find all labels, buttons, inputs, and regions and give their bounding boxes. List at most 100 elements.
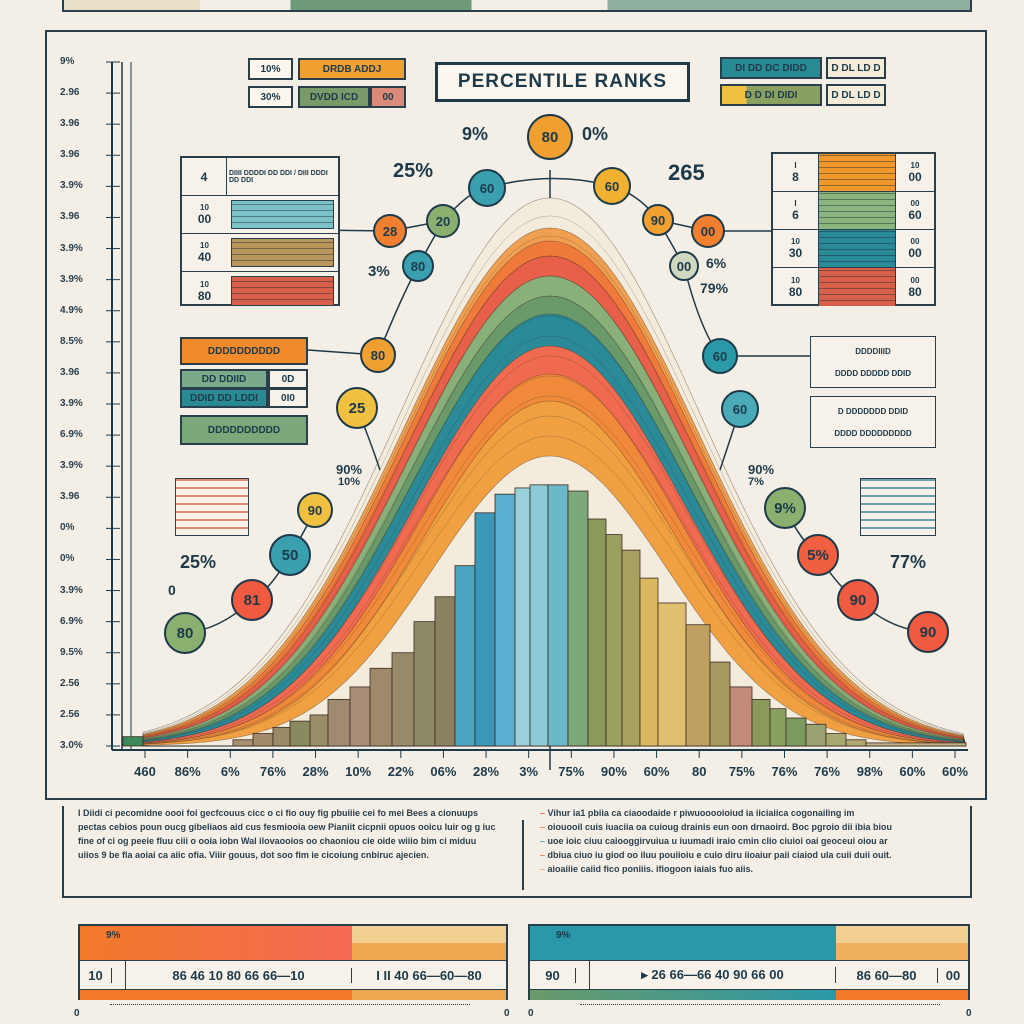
scale-end-label: 0 [504, 1008, 510, 1019]
legend-key: 10% [248, 58, 293, 80]
chart-frame [45, 30, 987, 800]
histogram-bar [529, 484, 549, 747]
legend-label: DVDD ICD [298, 86, 370, 108]
percentage-annotation: 9% [462, 124, 489, 144]
y-tick-label: 3.96 [60, 366, 80, 378]
x-tick-label: 86% [174, 764, 201, 779]
percentage-annotation: 3% [368, 263, 390, 280]
percentile-circle: 9% [764, 487, 806, 529]
x-tick-label: 80 [691, 764, 707, 779]
y-tick-label: 3.9% [60, 273, 83, 285]
percentage-annotation: 77% [890, 552, 927, 572]
table-row: I 8 10 00 [773, 154, 934, 192]
bullet-icon: – [540, 864, 548, 874]
circle-label: 90 [651, 213, 665, 228]
histogram-bar [369, 667, 393, 747]
histogram-bar [547, 484, 569, 747]
list-item: – uoe ioic ciuu caiooggirvuiua u iuumadi… [540, 836, 888, 846]
legend-value: D DL LD D [826, 84, 886, 106]
percentile-circle: 28 [373, 214, 407, 248]
bullet-icon: – [540, 808, 548, 818]
divider [522, 820, 524, 890]
circle-label: 20 [436, 214, 450, 229]
bullet-icon: – [540, 822, 548, 832]
y-tick-label: 3.96 [60, 211, 80, 223]
y-tick-label: 3.9% [60, 584, 83, 596]
table-bar [231, 276, 334, 306]
scale-end-label: 0 [74, 1008, 80, 1019]
x-tick-label: 90% [600, 764, 627, 779]
circle-label: 50 [282, 547, 299, 564]
circle-label: 60 [733, 402, 747, 417]
histogram-bar [751, 698, 771, 747]
percentage-annotation: 90% [336, 462, 363, 477]
histogram-bar [657, 602, 687, 747]
right-data-table: I 8 10 00 I 6 00 60 10 30 00 00 10 80 00 80 [771, 152, 936, 306]
circle-label: 90 [308, 503, 322, 518]
percentage-annotation: 7% [748, 476, 764, 488]
x-tick-label: 460 [134, 764, 156, 779]
percentile-circle: 50 [269, 534, 311, 576]
mini-chart-thumbnail [175, 478, 249, 536]
y-tick-label: 3.0% [60, 740, 83, 751]
table-row: 10 40 [182, 234, 338, 272]
y-tick-label: 2.56 [60, 677, 80, 689]
circle-label: 60 [713, 349, 727, 364]
histogram-bar [122, 736, 144, 747]
bottom-scale-right: 9% 90 ▸ 26 66—66 40 90 66 00 86 60—80 00 [528, 924, 970, 1000]
list-item: – dbiua ciuo iu giod oo iluu pouiioiu e … [540, 850, 892, 860]
table-row: 10 00 [182, 196, 338, 234]
x-tick-label: 60% [643, 764, 670, 779]
percentile-circle: 80 [402, 250, 434, 282]
histogram-bar [349, 686, 371, 747]
y-tick-label: 0% [60, 522, 75, 534]
y-tick-label: 6.9% [60, 615, 83, 627]
bell-contour [142, 275, 967, 747]
histogram-bar [434, 596, 456, 747]
x-tick-label: 06% [430, 764, 457, 779]
circle-label: 81 [244, 592, 261, 609]
y-tick-label: 8.5% [60, 335, 83, 347]
y-tick-label: 9.5% [60, 646, 83, 658]
x-tick-label: 76% [771, 764, 798, 779]
histogram-bar [514, 487, 531, 747]
histogram-bar [413, 621, 436, 747]
circle-label: 5% [807, 547, 829, 564]
histogram-bar [605, 534, 623, 747]
table-bar [231, 200, 334, 229]
percentile-circle: 81 [231, 579, 273, 621]
legend-key: 30% [248, 86, 293, 108]
mini-chart-thumbnail [860, 478, 936, 536]
note-box: DDDDIIID DDDD DDDDD DDID [810, 336, 936, 388]
percentage-annotation: 25% [180, 552, 217, 572]
circle-label: 60 [480, 181, 494, 196]
circle-label: 60 [605, 179, 619, 194]
bell-contour [142, 435, 967, 747]
percentile-circle: 60 [593, 167, 631, 205]
list-item: – aioaiiie caiid fico poniiis. ifiogoon … [540, 864, 754, 874]
histogram-bar [685, 624, 711, 747]
histogram-bar [289, 720, 311, 747]
bell-contour [142, 395, 967, 747]
bell-contour [142, 295, 967, 747]
legend-value: 0I0 [268, 388, 308, 408]
percentile-circle: 90 [907, 611, 949, 653]
bullet-icon: – [540, 850, 548, 860]
x-tick-label: 60% [941, 764, 969, 779]
percentage-annotation: 0 [168, 582, 176, 598]
percentage-annotation: 10% [338, 476, 361, 488]
scale-end-label: 0 [966, 1008, 972, 1019]
histogram-bar [709, 661, 731, 747]
circle-label: 9% [774, 500, 796, 517]
legend-label: DD DDIID [180, 369, 268, 389]
chart-svg: 80 60 60 20 28 80 90 00 00 80 25 60 60 90 50 81 80 9% 5% 90… [106, 61, 968, 770]
circle-label: 28 [383, 224, 397, 239]
bottom-scale-left: 9% 10 86 46 10 80 66 66—10 I II 40 66—60… [78, 924, 508, 1000]
circle-label: 80 [371, 348, 385, 363]
x-tick-label: 75% [728, 764, 755, 779]
description-right: – Vihur ia1 pbiia ca ciaoodaide r piwuoo… [540, 806, 960, 898]
y-tick-label: 3.9% [60, 460, 83, 472]
histogram-bar [805, 723, 827, 747]
circle-label: 90 [920, 624, 937, 641]
table-bar [231, 238, 334, 267]
